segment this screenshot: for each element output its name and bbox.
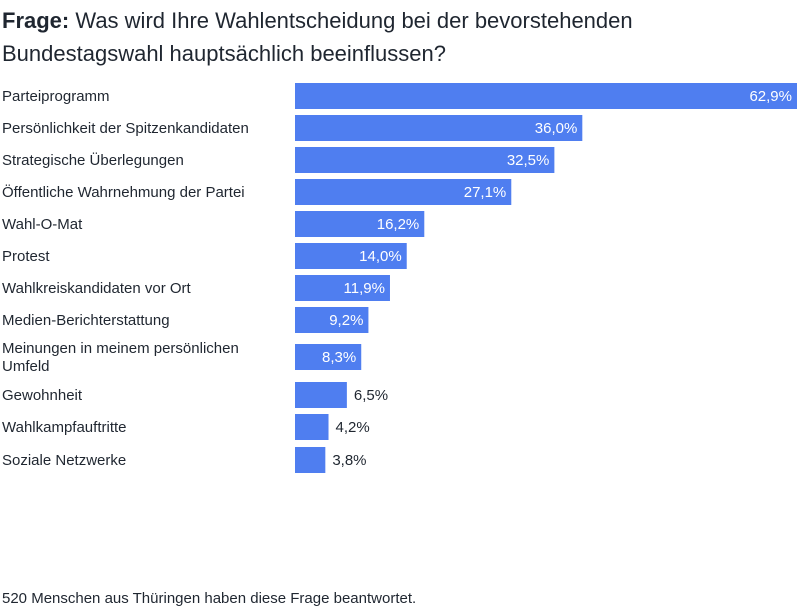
- bar: [295, 147, 555, 173]
- bar: [295, 243, 407, 269]
- chart-title: Frage: Was wird Ihre Wahlentscheidung be…: [2, 4, 782, 70]
- title-prefix: Frage:: [2, 8, 70, 33]
- category-label-line: Soziale Netzwerke: [2, 452, 126, 469]
- title-text: Was wird Ihre Wahlentscheidung bei der b…: [2, 8, 633, 66]
- category-label: Protest: [2, 248, 50, 265]
- value-label: 9,2%: [329, 312, 363, 329]
- category-label-line: Wahl-O-Mat: [2, 216, 83, 233]
- value-label: 11,9%: [344, 280, 385, 297]
- category-label-line: Meinungen in meinem persönlichen: [2, 340, 239, 357]
- value-label: 62,9%: [749, 88, 792, 105]
- bar: [295, 115, 583, 141]
- category-label-line: Strategische Überlegungen: [2, 151, 184, 169]
- category-label: Medien-Berichterstattung: [2, 312, 170, 329]
- category-label: Strategische Überlegungen: [2, 151, 184, 169]
- category-label-line: Umfeld: [2, 358, 50, 375]
- category-label: Persönlichkeit der Spitzenkandidaten: [2, 120, 249, 137]
- value-label: 3,8%: [332, 452, 366, 469]
- bar: [295, 307, 369, 333]
- value-label: 4,2%: [336, 419, 370, 436]
- value-label: 6,5%: [354, 387, 388, 404]
- category-label: Parteiprogramm: [2, 88, 110, 105]
- value-label: 16,2%: [377, 216, 420, 233]
- bar: [295, 179, 512, 205]
- category-label-line: Persönlichkeit der Spitzenkandidaten: [2, 120, 249, 137]
- category-label: Wahlkreiskandidaten vor Ort: [2, 280, 192, 297]
- category-label: Soziale Netzwerke: [2, 452, 126, 469]
- category-label-line: Gewohnheit: [2, 387, 83, 404]
- value-label: 14,0%: [359, 248, 402, 265]
- value-label: 27,1%: [464, 184, 507, 201]
- category-label-line: Öffentliche Wahrnehmung der Partei: [2, 183, 245, 201]
- category-label-line: Protest: [2, 248, 50, 265]
- bar: [295, 382, 347, 408]
- value-label: 36,0%: [535, 120, 578, 137]
- bar: [295, 211, 425, 237]
- category-label: Meinungen in meinem persönlichen Umfeld: [2, 340, 239, 375]
- category-label: Öffentliche Wahrnehmung der Partei: [2, 183, 245, 201]
- bar: [295, 275, 390, 301]
- category-label: Wahlkampfauftritte: [2, 419, 127, 436]
- category-label-line: Wahlkampfauftritte: [2, 419, 127, 436]
- category-label-line: Medien-Berichterstattung: [2, 312, 170, 329]
- category-label-line: Wahlkreiskandidaten vor Ort: [2, 280, 192, 297]
- bar: [295, 414, 329, 440]
- value-label: 8,3%: [322, 349, 356, 366]
- category-label: Gewohnheit: [2, 387, 83, 404]
- bar: [295, 83, 797, 109]
- bar: [295, 447, 326, 473]
- bar: [295, 344, 362, 370]
- category-label: Wahl-O-Mat: [2, 216, 83, 233]
- category-label-line: Parteiprogramm: [2, 88, 110, 105]
- respondent-note: 520 Menschen aus Thüringen haben diese F…: [2, 590, 417, 607]
- value-label: 32,5%: [507, 152, 550, 169]
